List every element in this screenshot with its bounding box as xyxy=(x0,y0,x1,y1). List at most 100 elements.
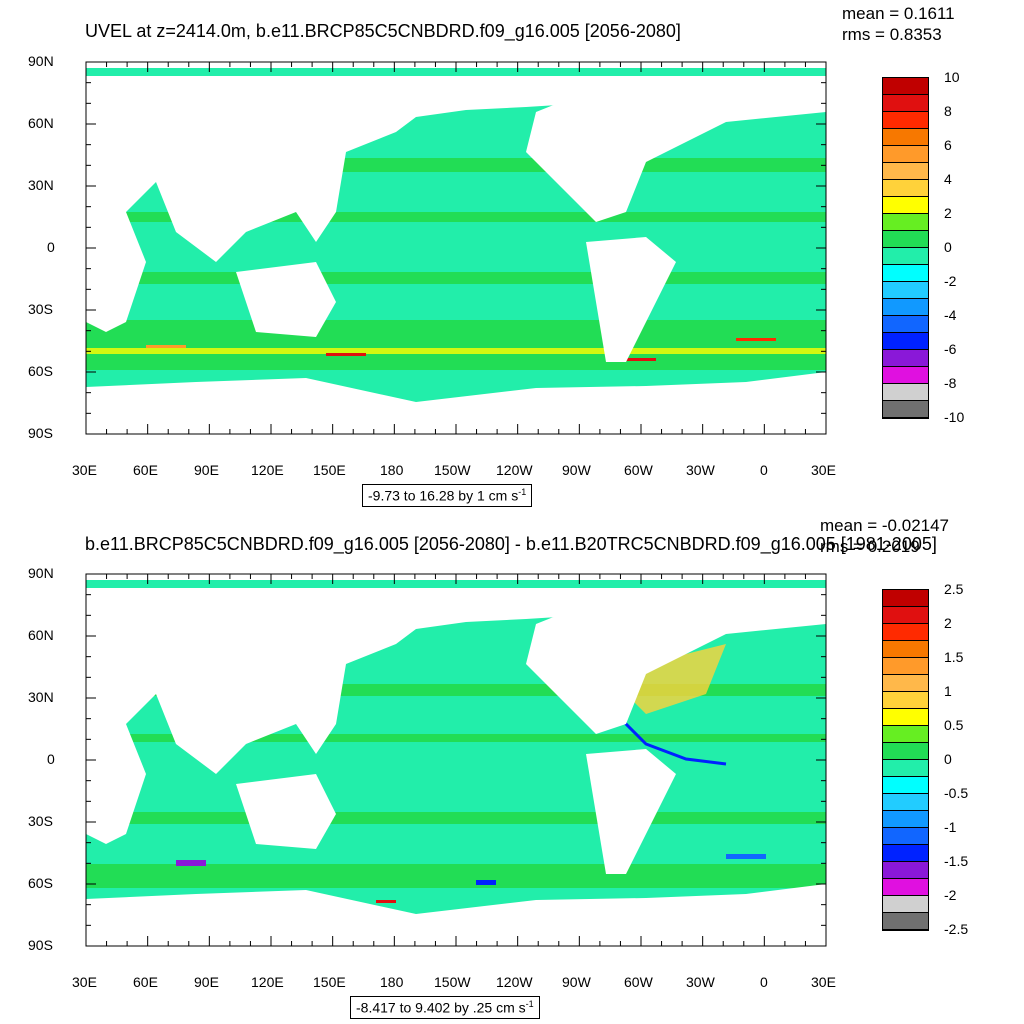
colorbar-segment xyxy=(883,146,928,163)
strong-current-zone xyxy=(86,338,826,361)
panel-title: b.e11.BRCP85C5CNBDRD.f09_g16.005 [2056-2… xyxy=(85,534,937,554)
land-mask xyxy=(86,574,826,946)
north-america xyxy=(526,596,826,734)
colorbar-label: 2.5 xyxy=(944,581,964,597)
eurasia xyxy=(86,84,606,262)
colorbar-segment xyxy=(883,641,928,658)
eurasia xyxy=(86,596,606,774)
map-plot xyxy=(85,573,827,947)
jet-orange xyxy=(146,345,186,348)
lon-label: 120E xyxy=(251,462,284,478)
range-note: -9.73 to 16.28 by 1 cm s-1 xyxy=(362,484,533,507)
lon-label: 180 xyxy=(380,462,404,478)
lon-label: 0 xyxy=(760,462,768,478)
lat-label: 30N xyxy=(28,689,54,705)
lat-label: 0 xyxy=(47,239,55,255)
jet-yellow xyxy=(86,348,826,354)
ocean-band xyxy=(86,212,826,222)
range-note-exponent: -1 xyxy=(525,999,534,1009)
colorbar-segment xyxy=(883,794,928,811)
arctic-land xyxy=(86,588,826,596)
colorbar-segment xyxy=(883,78,928,95)
lon-label: 120W xyxy=(496,974,533,990)
lat-label: 30N xyxy=(28,177,54,193)
range-note-exponent: -1 xyxy=(518,487,527,497)
colorbar-segment xyxy=(883,401,928,418)
colorbar-segment xyxy=(883,658,928,675)
colorbar-segment xyxy=(883,913,928,930)
africa xyxy=(86,724,146,844)
colorbar-label: 0.5 xyxy=(944,717,964,733)
south-america xyxy=(586,237,676,362)
colorbar-label: 1.5 xyxy=(944,649,964,665)
antarctica xyxy=(86,372,826,434)
colorbar-segment xyxy=(883,350,928,367)
colorbar-segment xyxy=(883,231,928,248)
colorbar xyxy=(882,77,929,419)
colorbar-segment xyxy=(883,95,928,112)
panel-title: UVEL at z=2414.0m, b.e11.BRCP85C5CNBDRD.… xyxy=(85,21,681,41)
southern-anomaly xyxy=(726,854,766,859)
colorbar-label: -0.5 xyxy=(944,785,969,801)
lat-label: 0 xyxy=(47,751,55,767)
colorbar-segment xyxy=(883,129,928,146)
lon-label: 120E xyxy=(251,974,284,990)
colorbar-segment xyxy=(883,760,928,777)
colorbar-segment xyxy=(883,811,928,828)
colorbar-segment xyxy=(883,692,928,709)
rms-value: rms = 0.8353 xyxy=(842,25,942,44)
southern-anomaly xyxy=(476,880,496,885)
lat-label: 90S xyxy=(28,937,53,953)
colorbar-segment xyxy=(883,828,928,845)
colorbar-segment xyxy=(883,777,928,794)
colorbar-segment xyxy=(883,624,928,641)
lat-label: 30S xyxy=(28,301,53,317)
colorbar-segment xyxy=(883,675,928,692)
lon-label: 120W xyxy=(496,462,533,478)
colorbar-label: 10 xyxy=(944,69,960,85)
lon-label: 180 xyxy=(380,974,404,990)
colorbar-segment xyxy=(883,896,928,913)
lon-label: 30E xyxy=(811,462,836,478)
bottom-panel: b.e11.BRCP85C5CNBDRD.f09_g16.005 [2056-2… xyxy=(0,512,1024,1024)
colorbar-segment xyxy=(883,299,928,316)
colorbar-label: -1 xyxy=(944,819,957,835)
north-america xyxy=(526,84,826,222)
colorbar-segment xyxy=(883,214,928,231)
lat-label: 90N xyxy=(28,53,54,69)
colorbar-label: 0 xyxy=(944,751,952,767)
lon-label: 30W xyxy=(686,974,715,990)
south-america xyxy=(586,749,676,874)
colorbar-segment xyxy=(883,590,928,607)
rms-value: rms = 0.2019 xyxy=(820,537,920,556)
lat-ticks xyxy=(86,61,826,435)
colorbar-label: 2 xyxy=(944,615,952,631)
colorbar-segment xyxy=(883,367,928,384)
australia xyxy=(236,262,336,337)
colorbar-label: 2 xyxy=(944,205,952,221)
colorbar-segment xyxy=(883,316,928,333)
lat-label: 60N xyxy=(28,627,54,643)
lon-label: 60E xyxy=(133,462,158,478)
colorbar-label: -2.5 xyxy=(944,921,969,937)
lon-label: 90E xyxy=(194,974,219,990)
lon-label: 90E xyxy=(194,462,219,478)
colorbar-segment xyxy=(883,743,928,760)
colorbar-segment xyxy=(883,862,928,879)
lat-label: 90N xyxy=(28,565,54,581)
australia xyxy=(236,774,336,849)
lon-label: 150E xyxy=(313,462,346,478)
lon-label: 90W xyxy=(562,462,591,478)
lon-label: 60W xyxy=(624,462,653,478)
colorbar-label: 8 xyxy=(944,103,952,119)
lon-label: 30E xyxy=(72,462,97,478)
lat-label: 30S xyxy=(28,813,53,829)
ocean-band xyxy=(86,734,826,742)
lon-label: 30E xyxy=(811,974,836,990)
lat-label: 60S xyxy=(28,875,53,891)
lon-label: 150W xyxy=(434,974,471,990)
range-note: -8.417 to 9.402 by .25 cm s-1 xyxy=(350,996,540,1019)
colorbar-segment xyxy=(883,879,928,896)
colorbar-segment xyxy=(883,180,928,197)
ocean-band xyxy=(86,320,826,370)
